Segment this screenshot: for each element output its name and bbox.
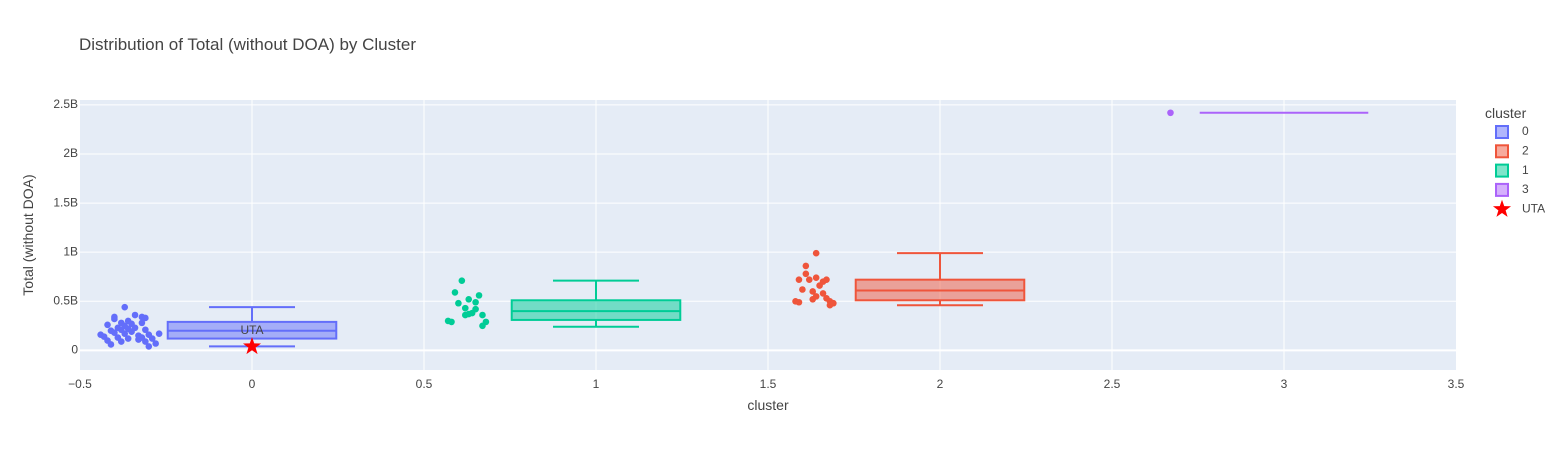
series-cluster-2 — [792, 249, 1026, 309]
legend-star-icon — [1492, 199, 1512, 217]
data-point — [121, 303, 129, 311]
series-cluster-1 — [444, 277, 682, 330]
x-tick-label: 2.5 — [1104, 377, 1121, 391]
data-point — [458, 277, 466, 284]
x-tick-label: 0.5 — [416, 377, 433, 391]
y-tick-label: 2B — [63, 146, 78, 160]
data-point — [451, 289, 459, 296]
legend-swatch — [1495, 163, 1509, 178]
data-point — [805, 276, 813, 283]
data-point — [107, 341, 115, 348]
legend-label: 1 — [1522, 163, 1529, 177]
data-point — [131, 324, 139, 332]
data-point — [812, 293, 820, 300]
data-point — [802, 270, 810, 278]
data-point — [819, 290, 827, 297]
data-point — [142, 338, 149, 345]
uta-star-marker — [242, 336, 262, 355]
data-point — [812, 274, 820, 282]
x-tick-label: 1.5 — [760, 377, 777, 391]
legend-label: 2 — [1522, 143, 1529, 157]
legend-item-1: 1 — [1495, 163, 1529, 178]
legend-swatch — [1495, 182, 1509, 197]
legend-title: cluster — [1485, 105, 1527, 121]
data-point — [479, 311, 486, 319]
y-axis-title: Total (without DOA) — [20, 174, 36, 295]
data-point — [823, 276, 830, 283]
data-point — [472, 298, 479, 306]
data-point — [155, 330, 163, 337]
data-point — [142, 326, 149, 334]
legend-item-0: 0 — [1495, 124, 1529, 139]
legend: cluster 0 2 1 3 UTA — [1485, 105, 1545, 217]
data-point — [142, 314, 149, 322]
data-point — [482, 318, 490, 326]
data-point — [145, 343, 153, 350]
uta-annotation: UTA — [240, 323, 263, 337]
y-tick-label: 0.5B — [53, 293, 78, 307]
data-point — [472, 305, 479, 313]
data-point — [131, 311, 139, 319]
series-cluster-3 — [1167, 109, 1369, 117]
data-point — [475, 292, 483, 299]
data-point — [799, 286, 806, 293]
data-point — [455, 299, 462, 307]
x-tick-label: −0.5 — [68, 377, 92, 391]
data-point — [448, 318, 455, 326]
legend-label: UTA — [1522, 201, 1545, 215]
legend-label: 3 — [1522, 182, 1529, 196]
x-tick-label: 3 — [1281, 377, 1288, 391]
data-point — [117, 338, 125, 345]
legend-item-uta: UTA — [1492, 199, 1545, 217]
legend-item-2: 2 — [1495, 143, 1529, 159]
legend-swatch — [1495, 125, 1509, 139]
y-tick-label: 1B — [63, 244, 78, 258]
data-point — [795, 276, 803, 283]
series-uta: UTA — [240, 323, 264, 355]
x-tick-label: 2 — [937, 377, 944, 391]
data-point — [802, 262, 810, 270]
data-point — [121, 330, 129, 337]
x-axis-title: cluster — [747, 397, 789, 413]
data-point — [104, 321, 111, 329]
y-tick-label: 0 — [71, 343, 78, 357]
data-point — [461, 304, 469, 312]
legend-item-3: 3 — [1495, 182, 1529, 197]
data-point — [1167, 109, 1174, 117]
data-point — [465, 296, 473, 303]
data-point — [124, 335, 132, 342]
data-point — [148, 335, 156, 342]
chart-title: Distribution of Total (without DOA) by C… — [79, 35, 416, 54]
data-point — [111, 329, 118, 336]
legend-label: 0 — [1522, 124, 1529, 138]
x-tick-label: 3.5 — [1448, 377, 1465, 391]
data-point — [152, 340, 159, 347]
data-point — [812, 249, 820, 257]
x-tick-label: 0 — [249, 377, 256, 391]
data-point — [795, 298, 803, 306]
data-point — [111, 313, 118, 321]
y-tick-label: 1.5B — [53, 195, 78, 209]
legend-swatch — [1495, 144, 1509, 159]
y-tick-label: 2.5B — [53, 97, 78, 111]
data-point — [809, 288, 817, 295]
data-point — [138, 319, 146, 327]
data-point — [830, 299, 837, 307]
x-tick-label: 1 — [593, 377, 600, 391]
